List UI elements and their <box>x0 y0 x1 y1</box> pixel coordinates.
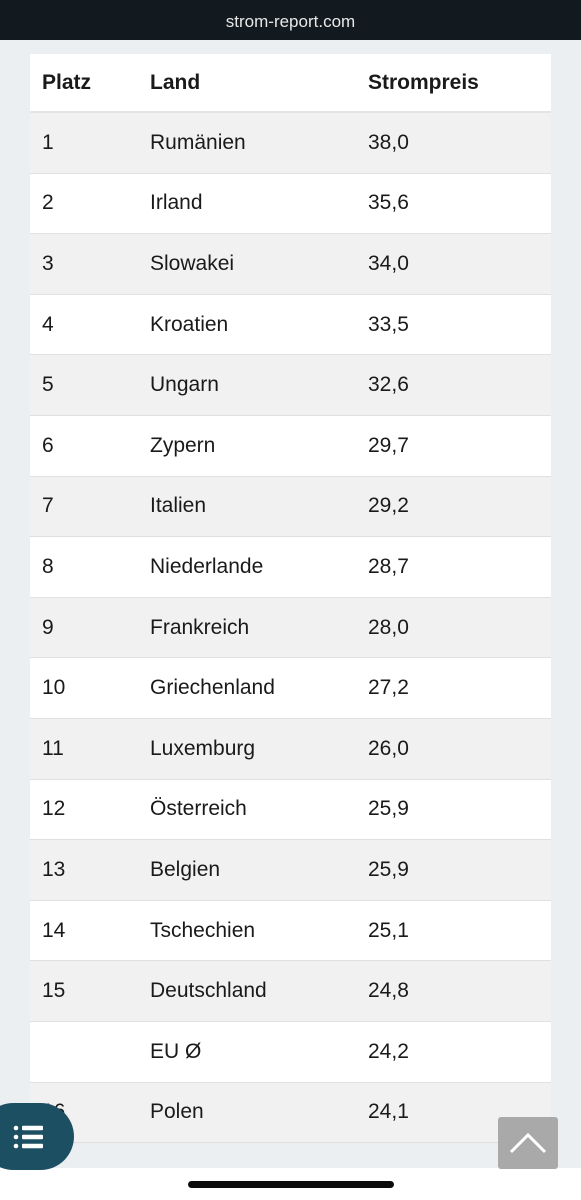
rank-cell: 9 <box>42 615 54 639</box>
price-cell: 38,0 <box>368 130 409 154</box>
price-cell: 29,2 <box>368 494 409 518</box>
table-row: 1 Rumänien 38,0 <box>30 113 551 174</box>
url-bar[interactable]: strom-report.com <box>0 0 581 40</box>
column-header: Strompreis <box>368 70 479 94</box>
price-cell: 33,5 <box>368 312 409 336</box>
rank-cell: 7 <box>42 494 54 518</box>
price-cell: 28,7 <box>368 554 409 578</box>
rank-cell: 2 <box>42 191 54 215</box>
table-row: 14 Tschechien 25,1 <box>30 900 551 962</box>
rank-cell: 14 <box>42 918 66 942</box>
country-cell: Ungarn <box>150 373 219 397</box>
table-row: 7 Italien 29,2 <box>30 476 551 538</box>
country-cell: Griechenland <box>150 676 275 700</box>
rank-cell: 11 <box>42 736 64 760</box>
table-header: Platz Land Strompreis <box>30 54 551 113</box>
price-cell: 34,0 <box>368 251 409 275</box>
table-row: 4 Kroatien 33,5 <box>30 294 551 356</box>
table-row: 6 Zypern 29,7 <box>30 415 551 477</box>
table-row: 10 Griechenland 27,2 <box>30 658 551 719</box>
price-cell: 29,7 <box>368 433 409 457</box>
rank-cell: 1 <box>42 130 54 154</box>
price-table: Platz Land Strompreis 1 Rumänien 38,0 2 Irla… <box>30 54 551 1144</box>
country-cell: Deutschland <box>150 979 267 1003</box>
table-row: 9 Frankreich 28,0 <box>30 597 551 659</box>
price-cell: 24,1 <box>368 1100 409 1124</box>
table-row: 11 Luxemburg 26,0 <box>30 718 551 780</box>
country-cell: Polen <box>150 1100 204 1124</box>
country-cell: EU Ø <box>150 1039 202 1063</box>
rank-cell: 4 <box>42 312 54 336</box>
scroll-top-button[interactable] <box>498 1117 558 1169</box>
table-row: 15 Deutschland 24,8 <box>30 961 551 1022</box>
price-cell: 28,0 <box>368 615 409 639</box>
price-cell: 24,2 <box>368 1039 409 1063</box>
price-cell: 35,6 <box>368 191 409 215</box>
rank-cell: 13 <box>42 857 66 881</box>
chevron-up <box>509 1132 547 1154</box>
rank-cell: 3 <box>42 251 54 275</box>
rank-cell: 12 <box>42 797 66 821</box>
country-cell: Italien <box>150 494 207 518</box>
table-row: 3 Slowakei 34,0 <box>30 234 551 295</box>
table-row: EU Ø 24,2 <box>30 1021 551 1083</box>
country-cell: Rumänien <box>150 130 246 154</box>
rank-cell: 5 <box>42 373 54 397</box>
price-cell: 32,6 <box>368 373 409 397</box>
table-row: 16Polen24,1 <box>30 1082 551 1144</box>
column-header: Platz <box>42 70 92 94</box>
table-row: 5 Ungarn 32,6 <box>30 355 551 416</box>
price-cell: 25,9 <box>368 857 409 881</box>
menu-icon <box>13 1125 43 1149</box>
home-indicator[interactable] <box>188 1181 394 1188</box>
country-cell: Luxemburg <box>150 736 256 760</box>
country-cell: Niederlande <box>150 554 264 578</box>
country-cell: Irland <box>150 191 203 215</box>
price-cell: 25,1 <box>368 918 409 942</box>
country-cell: Slowakei <box>150 251 235 275</box>
rank-cell: 10 <box>42 676 66 700</box>
rank-cell: 6 <box>42 433 54 457</box>
country-cell: Kroatien <box>150 312 229 336</box>
rank-cell: 8 <box>42 554 54 578</box>
country-cell: Frankreich <box>150 615 250 639</box>
column-header: Land <box>150 70 201 94</box>
country-cell: Zypern <box>150 433 216 457</box>
table-row: 12 Österreich 25,9 <box>30 779 551 841</box>
country-cell: Österreich <box>150 797 247 821</box>
country-cell: Tschechien <box>150 918 256 942</box>
menu-button[interactable] <box>0 1103 74 1170</box>
price-cell: 24,8 <box>368 979 409 1003</box>
table-row: 2 Irland 35,6 <box>30 173 551 235</box>
table-row: 13 Belgien 25,9 <box>30 840 551 901</box>
price-cell: 26,0 <box>368 736 409 760</box>
table-row: 8 Niederlande 28,7 <box>30 537 551 598</box>
country-cell: Belgien <box>150 857 221 881</box>
price-cell: 25,9 <box>368 797 409 821</box>
price-cell: 27,2 <box>368 676 409 700</box>
rank-cell: 15 <box>42 979 66 1003</box>
